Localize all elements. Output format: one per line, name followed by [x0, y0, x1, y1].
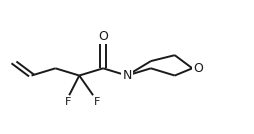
Text: O: O: [98, 30, 108, 43]
Text: F: F: [65, 97, 71, 107]
Text: O: O: [193, 62, 203, 75]
Text: N: N: [122, 69, 132, 82]
Text: F: F: [94, 97, 100, 107]
